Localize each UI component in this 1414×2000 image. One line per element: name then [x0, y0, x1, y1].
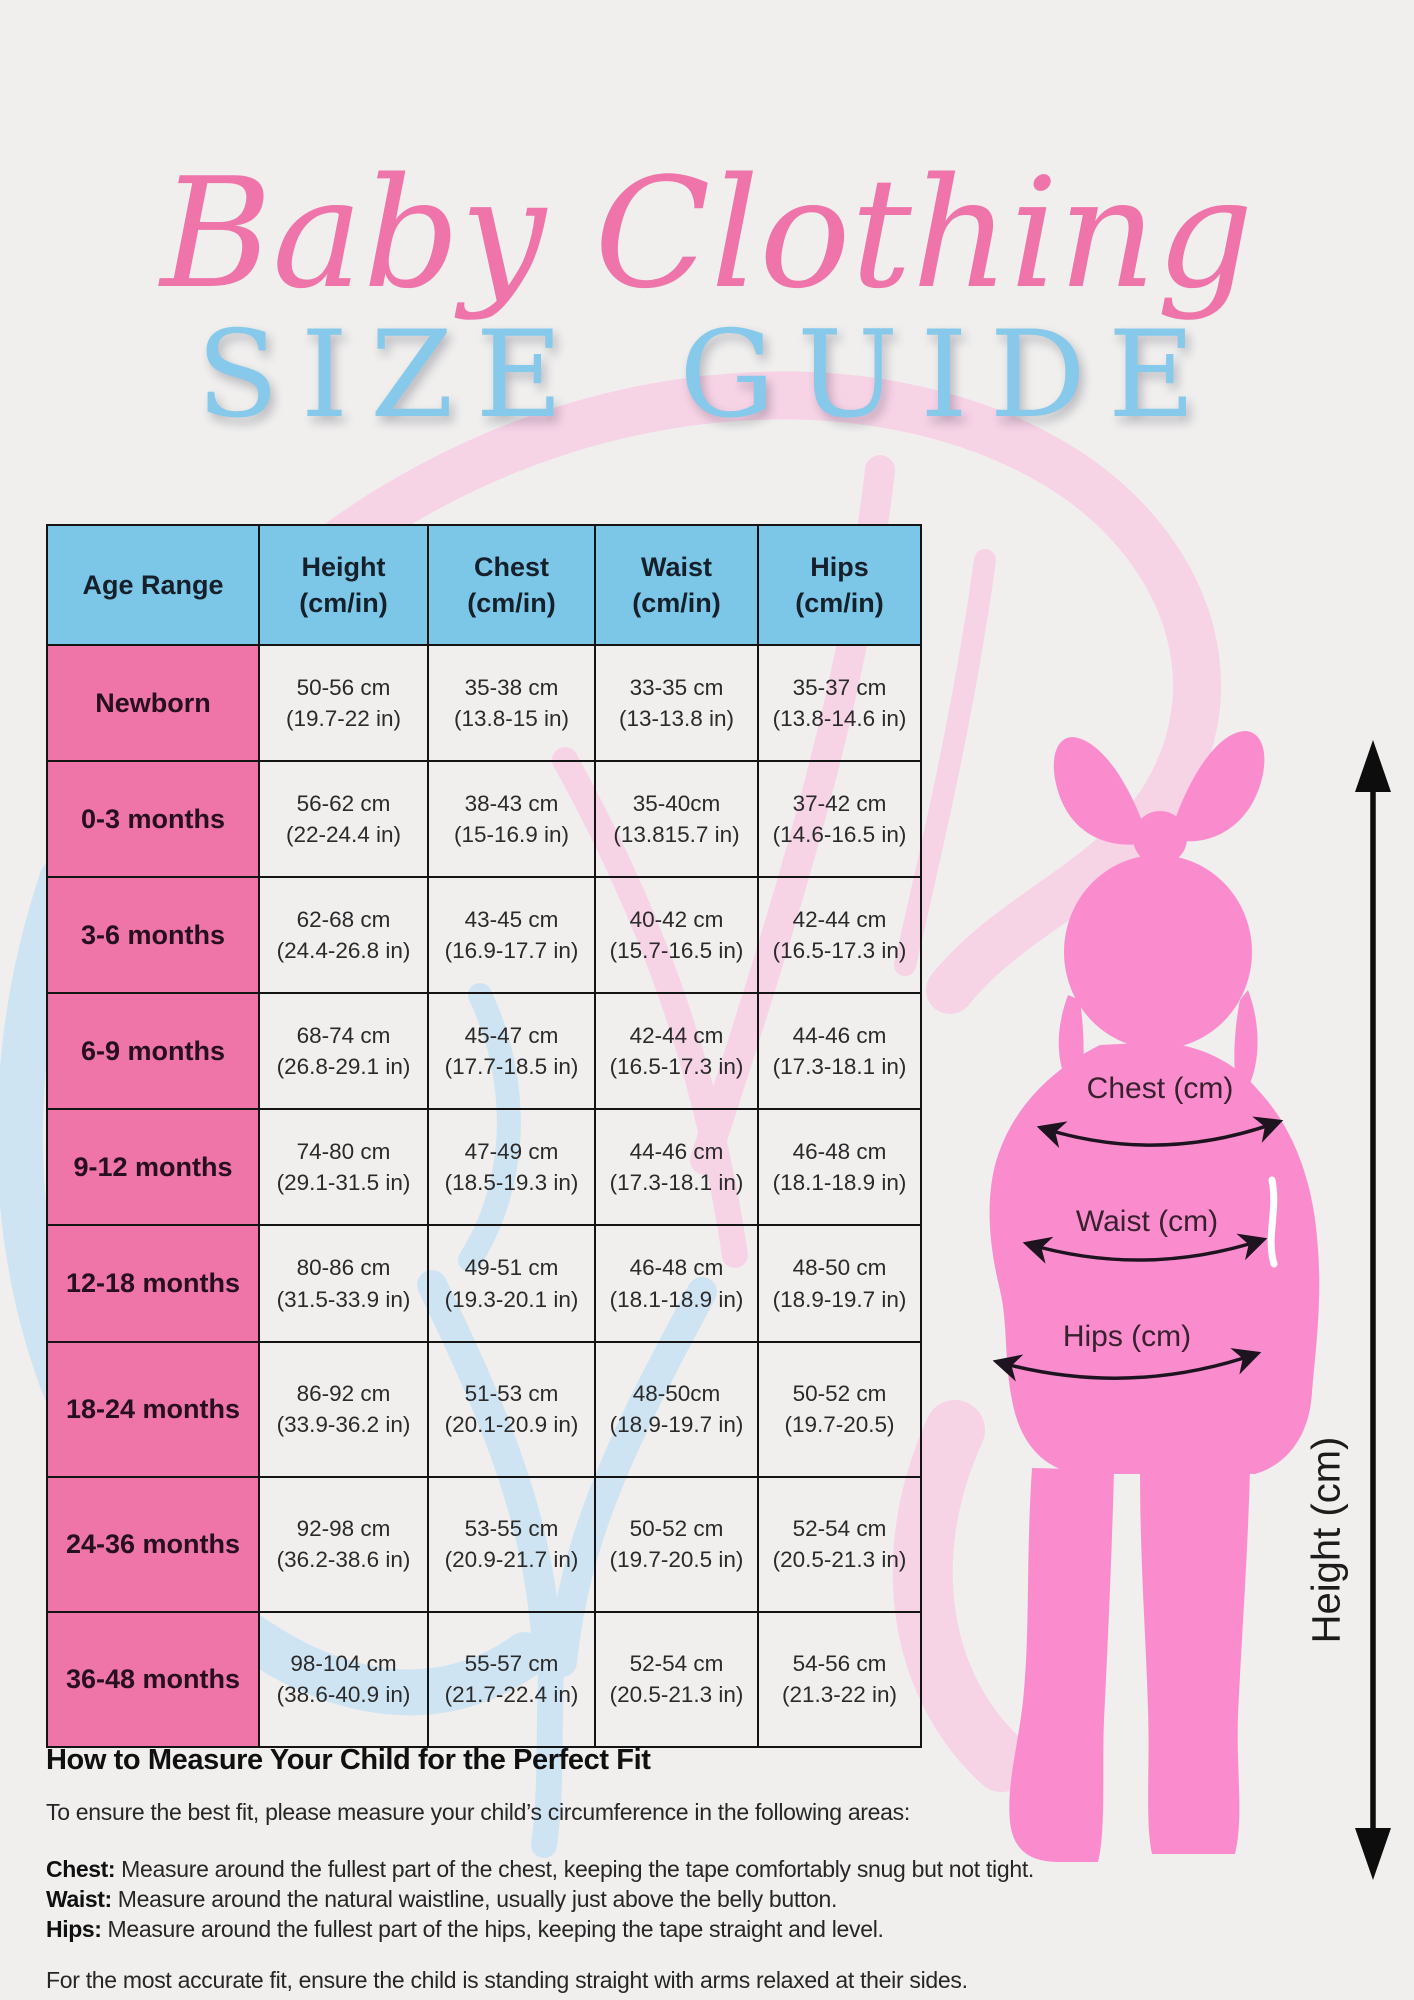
- waist-cell: 48-50cm (18.9-19.7 in): [594, 1340, 759, 1478]
- hips-cell: 44-46 cm (17.3-18.1 in): [757, 992, 922, 1111]
- waist-cell: 35-40cm (13.815.7 in): [594, 760, 759, 879]
- height-cell: 92-98 cm (36.2-38.6 in): [258, 1475, 429, 1613]
- how-to-intro: To ensure the best fit, please measure y…: [46, 1799, 910, 1826]
- bow-shape: [1053, 737, 1146, 845]
- height-cell: 86-92 cm (33.9-36.2 in): [258, 1340, 429, 1478]
- hips-cell: 42-44 cm (16.5-17.3 in): [757, 876, 922, 995]
- bow-shape: [1172, 731, 1265, 842]
- height-cell: 80-86 cm (31.5-33.9 in): [258, 1224, 429, 1343]
- age-range-cell: 6-9 months: [46, 992, 260, 1111]
- age-range-cell: 9-12 months: [46, 1108, 260, 1227]
- hips-cell: 50-52 cm (19.7-20.5): [757, 1340, 922, 1478]
- age-range-cell: 24-36 months: [46, 1475, 260, 1613]
- chest-measure-label: Chest (cm): [1086, 1072, 1234, 1105]
- hips-cell: 46-48 cm (18.1-18.9 in): [757, 1108, 922, 1227]
- waist-cell: 46-48 cm (18.1-18.9 in): [594, 1224, 759, 1343]
- height-measure-label: Height (cm): [1304, 1436, 1349, 1644]
- table-row: 9-12 months 74-80 cm (29.1-31.5 in) 47-4…: [46, 1108, 922, 1227]
- size-table: Age Range Height (cm/in) Chest (cm/in) W…: [46, 524, 922, 1749]
- chest-step: Chest: Measure around the fullest part of…: [46, 1854, 1136, 1884]
- hips-measure-label: Hips (cm): [1062, 1320, 1192, 1353]
- height-cell: 50-56 cm (19.7-22 in): [258, 643, 429, 763]
- table-row: Newborn 50-56 cm (19.7-22 in) 35-38 cm (…: [46, 643, 922, 763]
- title-size-guide: SIZE GUIDE: [196, 306, 1218, 445]
- table-header-row: Age Range Height (cm/in) Chest (cm/in) W…: [46, 524, 922, 646]
- waist-step-term: Waist:: [46, 1886, 112, 1913]
- age-range-cell: 36-48 months: [46, 1610, 260, 1749]
- table-row: 12-18 months 80-86 cm (31.5-33.9 in) 49-…: [46, 1224, 922, 1343]
- how-to-heading: How to Measure Your Child for the Perfec…: [46, 1744, 651, 1776]
- chest-cell: 43-45 cm (16.9-17.7 in): [427, 876, 596, 995]
- chest-step-text: Measure around the fullest part of the c…: [121, 1856, 1034, 1883]
- table-row: 6-9 months 68-74 cm (26.8-29.1 in) 45-47…: [46, 992, 922, 1111]
- height-cell: 62-68 cm (24.4-26.8 in): [258, 876, 429, 995]
- hips-cell: 37-42 cm (14.6-16.5 in): [757, 760, 922, 879]
- waist-cell: 52-54 cm (20.5-21.3 in): [594, 1610, 759, 1749]
- waist-step-text: Measure around the natural waistline, us…: [117, 1886, 838, 1913]
- chest-cell: 38-43 cm (15-16.9 in): [427, 760, 596, 879]
- table-row: 36-48 months 98-104 cm (38.6-40.9 in) 55…: [46, 1610, 922, 1749]
- title-baby-clothing: Baby Clothing: [160, 145, 1254, 322]
- hips-cell: 52-54 cm (20.5-21.3 in): [757, 1475, 922, 1613]
- table-row: 0-3 months 56-62 cm (22-24.4 in) 38-43 c…: [46, 760, 922, 879]
- right-leg-shape: [1140, 1470, 1250, 1854]
- table-row: 24-36 months 92-98 cm (36.2-38.6 in) 53-…: [46, 1475, 922, 1613]
- waist-cell: 42-44 cm (16.5-17.3 in): [594, 992, 759, 1111]
- height-cell: 74-80 cm (29.1-31.5 in): [258, 1108, 429, 1227]
- col-header-height: Height (cm/in): [258, 524, 429, 646]
- how-to-footer: For the most accurate fit, ensure the ch…: [46, 1967, 968, 1994]
- col-header-waist: Waist (cm/in): [594, 524, 759, 646]
- chest-step-term: Chest:: [46, 1856, 116, 1883]
- chest-cell: 53-55 cm (20.9-21.7 in): [427, 1475, 596, 1613]
- hips-arrow: [992, 1348, 1262, 1382]
- chest-cell: 47-49 cm (18.5-19.3 in): [427, 1108, 596, 1227]
- baby-silhouette-figure: [989, 731, 1391, 1880]
- left-leg-shape: [1009, 1468, 1114, 1862]
- waist-cell: 33-35 cm (13-13.8 in): [594, 643, 759, 763]
- chest-arrow: [1036, 1116, 1284, 1149]
- col-header-hips: Hips (cm/in): [757, 524, 922, 646]
- hips-cell: 54-56 cm (21.3-22 in): [757, 1610, 922, 1749]
- hips-step-text: Measure around the fullest part of the h…: [107, 1916, 884, 1943]
- height-cell: 68-74 cm (26.8-29.1 in): [258, 992, 429, 1111]
- hips-cell: 35-37 cm (13.8-14.6 in): [757, 643, 922, 763]
- waist-cell: 44-46 cm (17.3-18.1 in): [594, 1108, 759, 1227]
- waist-measure-label: Waist (cm): [1075, 1205, 1219, 1238]
- waist-cell: 40-42 cm (15.7-16.5 in): [594, 876, 759, 995]
- chest-cell: 51-53 cm (20.1-20.9 in): [427, 1340, 596, 1478]
- chest-cell: 49-51 cm (19.3-20.1 in): [427, 1224, 596, 1343]
- hips-step-term: Hips:: [46, 1916, 102, 1943]
- waist-step: Waist: Measure around the natural waistli…: [46, 1884, 1136, 1914]
- age-range-cell: 12-18 months: [46, 1224, 260, 1343]
- col-header-age-range: Age Range: [46, 524, 260, 646]
- age-range-cell: Newborn: [46, 643, 260, 763]
- how-to-measure-section: How to Measure Your Child for the Perfec…: [46, 1744, 1136, 1994]
- hips-step: Hips: Measure around the fullest part of …: [46, 1914, 1136, 1944]
- table-row: 3-6 months 62-68 cm (24.4-26.8 in) 43-45…: [46, 876, 922, 995]
- height-cell: 56-62 cm (22-24.4 in): [258, 760, 429, 879]
- how-to-steps: Chest: Measure around the fullest part of…: [46, 1854, 1136, 1944]
- age-range-cell: 18-24 months: [46, 1340, 260, 1478]
- age-range-cell: 0-3 months: [46, 760, 260, 879]
- chest-cell: 55-57 cm (21.7-22.4 in): [427, 1610, 596, 1749]
- hips-cell: 48-50 cm (18.9-19.7 in): [757, 1224, 922, 1343]
- age-range-cell: 3-6 months: [46, 876, 260, 995]
- table-row: 18-24 months 86-92 cm (33.9-36.2 in) 51-…: [46, 1340, 922, 1478]
- waist-arrow: [1022, 1233, 1268, 1264]
- chest-cell: 35-38 cm (13.8-15 in): [427, 643, 596, 763]
- waist-cell: 50-52 cm (19.7-20.5 in): [594, 1475, 759, 1613]
- height-cell: 98-104 cm (38.6-40.9 in): [258, 1610, 429, 1749]
- chest-cell: 45-47 cm (17.7-18.5 in): [427, 992, 596, 1111]
- col-header-chest: Chest (cm/in): [427, 524, 596, 646]
